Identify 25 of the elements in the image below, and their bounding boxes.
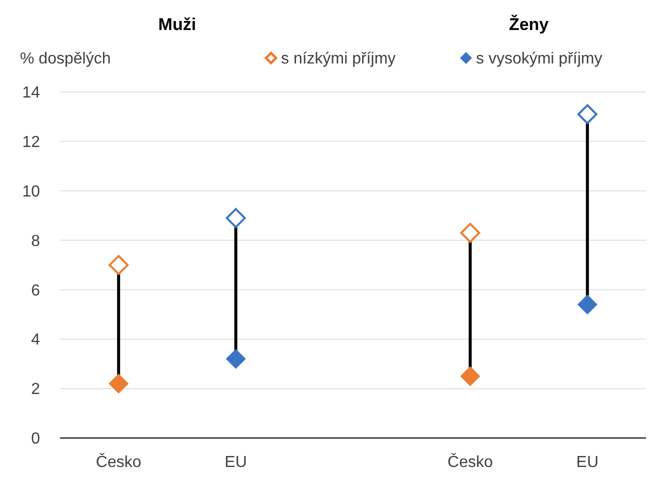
legend-label: s vysokými příjmy <box>476 50 602 68</box>
y-tick-label: 12 <box>22 134 40 152</box>
legend-label: s nízkými příjmy <box>281 50 396 68</box>
x-tick-label: EU <box>576 454 599 471</box>
x-tick-label: EU <box>224 454 247 471</box>
y-tick-label: 14 <box>22 84 40 102</box>
point <box>226 208 246 228</box>
y-tick-label: 8 <box>31 232 40 250</box>
y-tick-label: 4 <box>31 332 40 349</box>
y-axis-title: % dospělých <box>20 50 111 68</box>
x-tick-label: Česko <box>96 453 142 471</box>
point <box>108 255 129 275</box>
point <box>577 104 598 124</box>
point <box>108 374 129 394</box>
y-tick-label: 10 <box>22 183 40 200</box>
point <box>577 294 598 315</box>
point <box>226 348 246 369</box>
point <box>460 222 480 243</box>
y-tick-label: 2 <box>31 381 40 398</box>
y-tick-label: 6 <box>31 282 40 300</box>
y-tick-label: 0 <box>31 430 40 448</box>
x-tick-label: Česko <box>448 453 493 471</box>
text: Muži <box>158 14 196 34</box>
text: Ženy <box>508 14 550 34</box>
point <box>460 366 480 386</box>
